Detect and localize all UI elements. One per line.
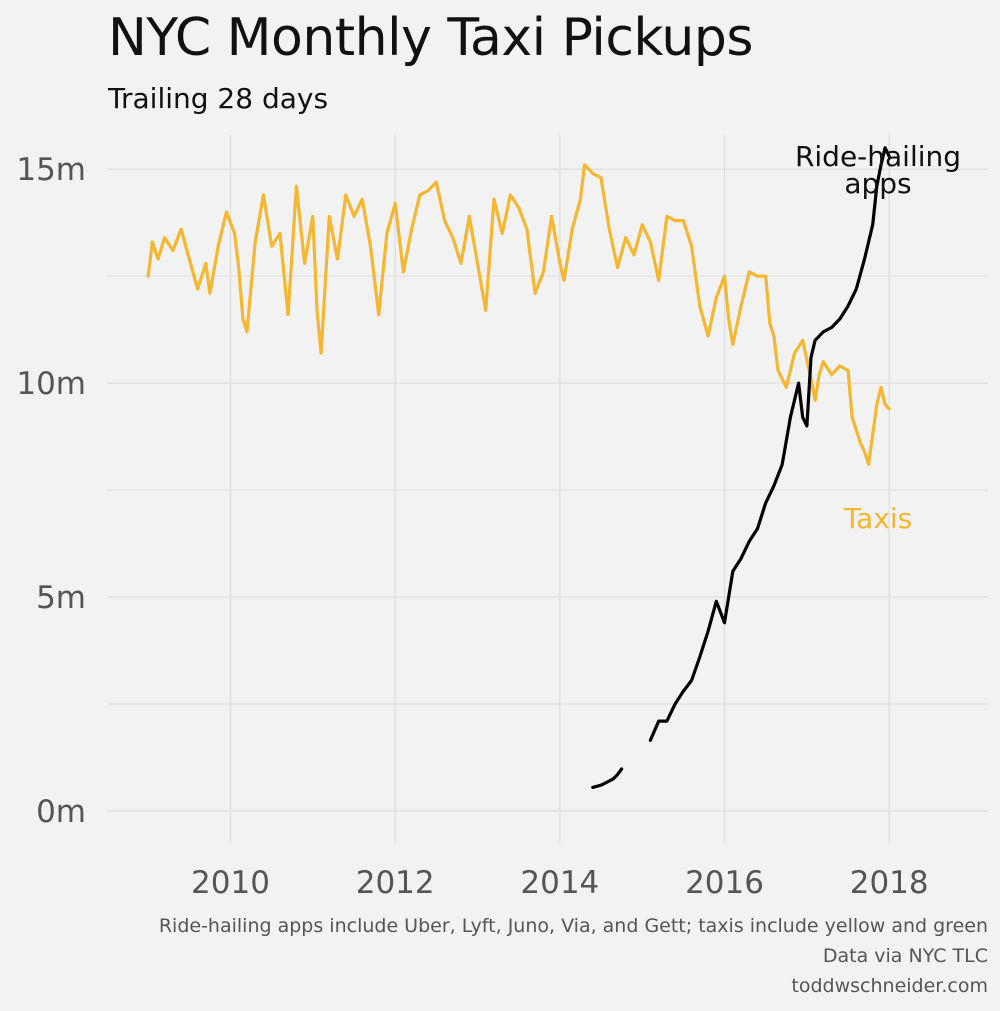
series-line-ride-hailing-1 (648, 146, 891, 742)
series-label-ride-hailing-line2: apps (844, 167, 911, 200)
x-tick-label-2: 2014 (520, 865, 599, 901)
y-tick-label-1: 5m (36, 580, 86, 616)
caption-website: toddwschneider.com (791, 975, 988, 997)
y-tick-label-2: 10m (16, 366, 86, 402)
y-tick-label-0: 0m (36, 794, 86, 830)
series-line-ride-hailing-0 (591, 767, 624, 789)
chart-title: NYC Monthly Taxi Pickups (108, 8, 753, 68)
x-tick-label-4: 2018 (850, 865, 929, 901)
x-tick-label-1: 2012 (356, 865, 435, 901)
series-label-taxis: Taxis (843, 502, 913, 535)
series-label-ride-hailing-line1: Ride-hailing (795, 140, 961, 173)
x-tick-label-0: 2010 (191, 865, 270, 901)
caption-sources: Ride-hailing apps include Uber, Lyft, Ju… (158, 915, 988, 937)
series-line-taxis-0 (146, 163, 891, 466)
caption-data-source: Data via NYC TLC (822, 945, 988, 967)
chart-subtitle: Trailing 28 days (108, 82, 329, 115)
y-tick-label-3: 15m (16, 152, 86, 188)
x-tick-label-3: 2016 (685, 865, 764, 901)
